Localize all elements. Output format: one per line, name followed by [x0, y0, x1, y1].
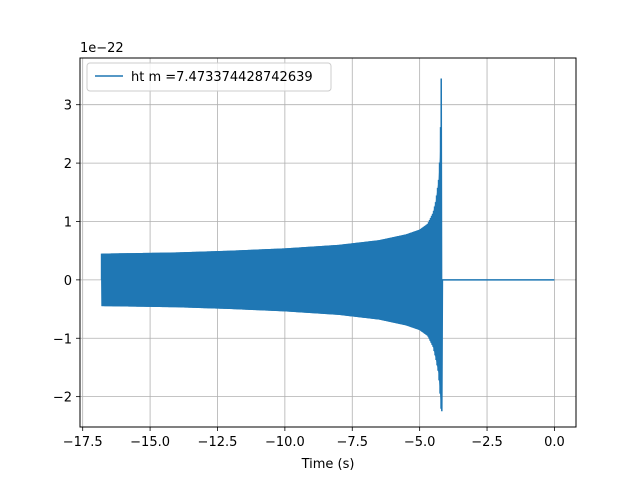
- x-tick-label: −7.5: [336, 435, 368, 450]
- y-tick-label: 1: [64, 215, 72, 230]
- x-axis-label: Time (s): [301, 457, 355, 472]
- grid-lines: [80, 58, 576, 427]
- plot-frame: [79, 57, 577, 428]
- series-line: [100, 78, 555, 412]
- legend: ht m =7.473374428742639: [86, 62, 332, 92]
- series-ht-m: [100, 78, 555, 412]
- x-tick-label: −5.0: [404, 435, 436, 450]
- x-tick-label: −15.0: [130, 435, 170, 450]
- y-tick-label: 2: [64, 157, 72, 172]
- axis-ticks: −17.5 −15.0 −12.5 −10.0 −7.5 −5.0 −2.5 0.0 −2 −1 0…: [53, 99, 565, 450]
- y-tick-label: 3: [64, 99, 72, 114]
- y-tick-label: −1: [53, 332, 72, 347]
- x-tick-label: 0.0: [544, 435, 565, 450]
- x-tick-label: −10.0: [265, 435, 305, 450]
- x-tick-label: −17.5: [63, 435, 103, 450]
- y-tick-label: −2: [53, 391, 72, 406]
- x-tick-label: −12.5: [198, 435, 238, 450]
- legend-box: [86, 62, 332, 92]
- legend-entry-label: ht m =7.473374428742639: [131, 70, 313, 85]
- y-offset-text: 1e−22: [80, 41, 124, 56]
- y-tick-label: 0: [64, 274, 72, 289]
- x-tick-label: −2.5: [471, 435, 503, 450]
